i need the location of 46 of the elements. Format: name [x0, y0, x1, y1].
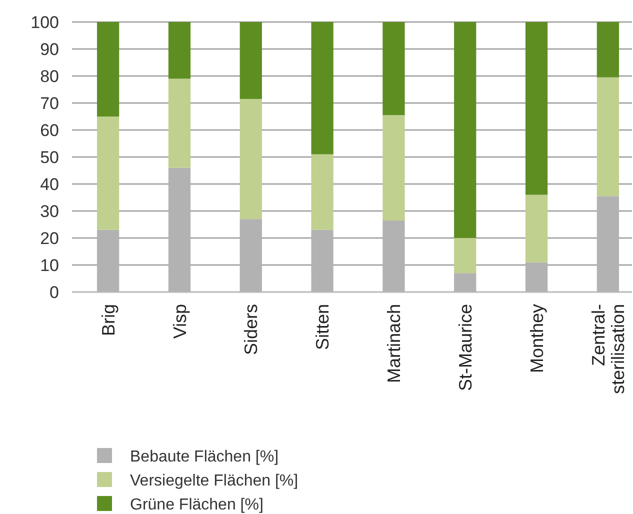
bar	[240, 219, 262, 292]
bar	[382, 22, 405, 116]
x-tick-label: Brig	[98, 304, 118, 336]
bar	[454, 238, 476, 274]
bar	[311, 230, 334, 292]
bar	[382, 115, 405, 220]
bar	[240, 22, 262, 99]
x-tick-label: Martinach	[384, 304, 404, 384]
bar	[454, 273, 476, 292]
y-tick-label: 40	[40, 174, 59, 194]
x-tick-label: Visp	[170, 304, 190, 339]
y-tick-label: 90	[40, 40, 59, 59]
x-tick-label: St-Maurice	[455, 304, 476, 392]
legend-label: Grüne Flächen [%]	[130, 496, 264, 514]
bar	[596, 196, 620, 292]
bar	[525, 262, 548, 292]
y-tick-label: 30	[40, 202, 59, 221]
x-tick-label: Zentral- sterilisation	[588, 304, 628, 394]
bar	[168, 22, 191, 79]
x-tick-label: Monthey	[526, 304, 547, 374]
bar	[525, 194, 548, 262]
bar	[596, 77, 620, 196]
y-tick-label: 70	[40, 94, 59, 113]
y-tick-label: 10	[40, 256, 59, 275]
legend-label: Bebaute Flächen [%]	[130, 448, 279, 466]
bar	[96, 22, 120, 116]
x-tick-label: Siders	[241, 304, 262, 356]
y-tick-label: 20	[40, 228, 59, 248]
bar	[96, 230, 120, 292]
legend-label: Versiegelte Flächen [%]	[130, 472, 298, 490]
bar	[525, 22, 548, 195]
bar	[168, 78, 191, 168]
bar	[96, 116, 120, 230]
y-tick-label: 60	[40, 120, 59, 140]
bar	[311, 22, 334, 154]
y-tick-label: 80	[40, 66, 59, 86]
bar	[596, 22, 620, 78]
bar	[240, 98, 262, 220]
bar	[454, 22, 476, 238]
bar	[311, 154, 334, 230]
y-tick-label: 50	[40, 148, 59, 167]
x-tick-label: Sitten	[312, 304, 333, 350]
y-tick-label: 100	[30, 12, 59, 32]
y-tick-label: 0	[50, 282, 59, 302]
bar	[382, 220, 405, 292]
bar	[168, 168, 191, 292]
